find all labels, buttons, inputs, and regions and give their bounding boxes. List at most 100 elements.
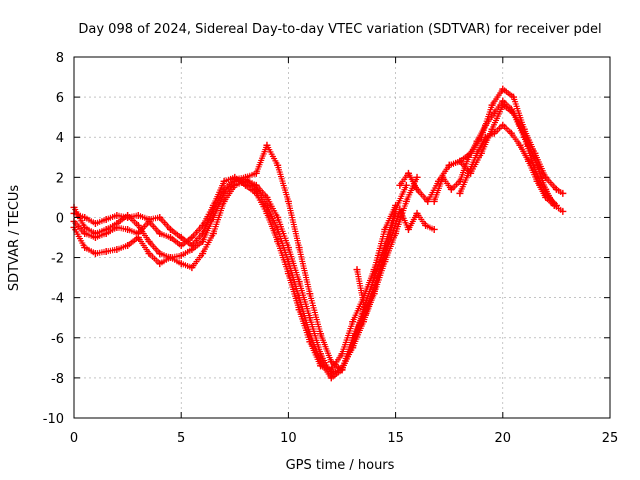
satellite-track-1-trace (71, 176, 420, 377)
data-point (387, 234, 395, 241)
data-point (134, 229, 142, 237)
data-point (482, 121, 490, 129)
data-point (113, 223, 121, 231)
satellite-track-9 (353, 205, 438, 318)
data-point (199, 229, 207, 237)
data-point (402, 197, 410, 205)
data-point (156, 213, 164, 221)
data-point (370, 266, 378, 274)
data-point (220, 197, 228, 205)
data-point (145, 217, 153, 225)
data-point (102, 248, 110, 256)
data-point (510, 109, 518, 117)
data-point (499, 101, 507, 109)
data-point (231, 173, 239, 181)
satellite-track-4 (70, 173, 400, 374)
data-point (467, 169, 475, 177)
x-tick-label: 15 (387, 431, 404, 446)
data-point (199, 238, 207, 246)
data-point (473, 137, 481, 145)
data-point (404, 169, 412, 177)
data-point (559, 207, 567, 215)
data-point (464, 153, 472, 161)
data-point (124, 225, 132, 233)
data-point (430, 225, 438, 233)
data-point (510, 93, 518, 101)
y-tick-label: -2 (51, 252, 64, 267)
data-point (542, 173, 550, 181)
data-point (231, 181, 239, 189)
data-point (156, 229, 164, 237)
data-point (113, 211, 121, 219)
data-point (274, 161, 282, 169)
data-point (402, 181, 410, 189)
data-point (499, 121, 507, 129)
data-point (370, 286, 378, 294)
data-point (156, 250, 164, 258)
data-point (209, 213, 217, 221)
data-point (559, 189, 567, 197)
data-point (209, 201, 217, 209)
data-point (349, 342, 357, 350)
y-tick-label: -4 (51, 292, 64, 307)
y-tick-label: 8 (56, 51, 64, 66)
data-point (499, 85, 507, 93)
data-point (533, 161, 541, 169)
data-point (274, 213, 282, 221)
data-point (413, 173, 421, 181)
satellite-track-8 (445, 101, 560, 209)
data-point (353, 266, 361, 274)
chart-title: Day 098 of 2024, Sidereal Day-to-day VTE… (78, 22, 601, 37)
data-point (263, 201, 271, 209)
data-point (263, 209, 271, 217)
data-point (445, 161, 453, 169)
data-point (166, 225, 174, 233)
data-point (552, 185, 560, 193)
grid-lines (74, 57, 610, 418)
data-point (456, 157, 464, 165)
data-point (274, 225, 282, 233)
data-point (209, 229, 217, 237)
data-point (177, 234, 185, 241)
data-point (134, 221, 142, 229)
data-point (338, 350, 346, 358)
x-axis-ticks: 0 5 10 15 20 25 (70, 57, 618, 446)
data-point (102, 229, 110, 237)
x-tick-label: 20 (495, 431, 512, 446)
data-point (91, 234, 99, 241)
data-point (188, 242, 196, 250)
data-point (188, 264, 196, 272)
data-point (477, 149, 485, 157)
data-point (490, 109, 498, 117)
data-point (177, 242, 185, 250)
data-point (531, 165, 539, 173)
data-point (447, 185, 455, 193)
data-point (113, 246, 121, 254)
data-point (81, 244, 89, 252)
data-point (488, 125, 496, 133)
data-point (81, 223, 89, 231)
data-point (507, 129, 515, 137)
data-point (199, 221, 207, 229)
data-series-layer (70, 85, 567, 382)
satellite-track-4-trace (71, 174, 398, 373)
data-point (317, 330, 325, 338)
y-tick-label: -8 (51, 372, 64, 387)
data-point (525, 157, 533, 165)
x-axis-label: GPS time / hours (286, 458, 395, 473)
x-tick-label: 25 (602, 431, 619, 446)
y-tick-label: 2 (56, 171, 64, 186)
data-point (413, 185, 421, 193)
satellite-track-1 (70, 173, 421, 378)
y-tick-label: 4 (56, 131, 64, 146)
data-point (542, 189, 550, 197)
data-point (424, 197, 432, 205)
data-point (102, 215, 110, 223)
data-point (134, 211, 142, 219)
data-point (327, 374, 335, 382)
data-point (552, 201, 560, 209)
data-point (145, 250, 153, 258)
data-point (166, 234, 174, 241)
data-point (81, 229, 89, 237)
